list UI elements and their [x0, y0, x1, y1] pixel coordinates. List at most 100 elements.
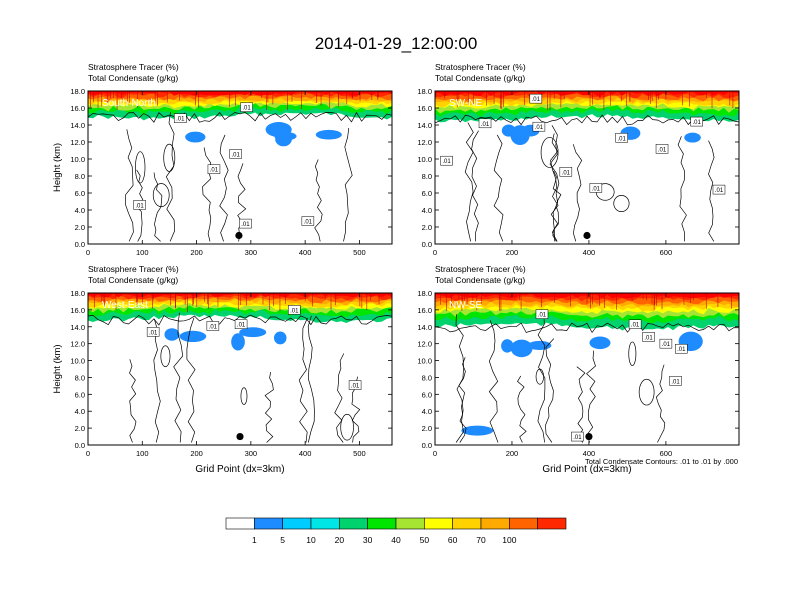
contour-label-box — [288, 305, 301, 315]
colorbar-box — [424, 517, 453, 530]
tracer-patch — [275, 131, 292, 147]
contour-label: .01 — [659, 338, 673, 349]
contour-line — [550, 133, 559, 242]
contour-label-box — [348, 380, 362, 390]
contour-line — [572, 144, 583, 242]
tracer-patch — [179, 330, 207, 343]
contour-label-box — [529, 93, 543, 104]
contour-line — [307, 315, 315, 443]
y-tick-label: 12.0 — [417, 138, 432, 147]
location-marker — [236, 432, 244, 441]
x-tick-label: 400 — [583, 248, 596, 257]
contour-label-box — [229, 149, 242, 159]
colorbar-box — [509, 517, 538, 530]
contour-line — [165, 112, 176, 242]
contour-label-text: .01 — [677, 347, 686, 353]
y-tick-label: 8.0 — [422, 172, 432, 181]
tracer-patch — [527, 340, 552, 351]
contour-loop — [340, 413, 354, 441]
contour-label-box — [133, 200, 146, 210]
y-axis-label: Height (km) — [52, 143, 63, 192]
tracer-patch — [510, 339, 533, 358]
contour-label-box — [571, 431, 584, 442]
contour-line — [435, 322, 739, 334]
contour-label: .01 — [532, 121, 546, 132]
contour-label: .01 — [628, 319, 642, 329]
contour-label: .01 — [478, 118, 492, 129]
contour-label-box — [628, 319, 642, 329]
contour-line — [545, 338, 555, 443]
contour-label: .01 — [174, 113, 187, 123]
y-tick-label: 10.0 — [417, 155, 432, 164]
colorbar-label: 70 — [476, 535, 486, 545]
y-tick-label: 14.0 — [417, 121, 432, 130]
contour-line — [202, 147, 212, 242]
contour-line — [186, 317, 196, 443]
colorbar-label: 1 — [252, 535, 257, 545]
contour-label-box — [478, 118, 492, 129]
contour-label: .01 — [589, 183, 603, 193]
contour-line — [549, 125, 560, 242]
tracer-patch — [461, 425, 494, 436]
x-tick-label: 300 — [245, 248, 258, 257]
contour-label: .01 — [535, 309, 549, 319]
contour-label: .01 — [655, 144, 669, 154]
colorbar: 1 5 10 20 30 40 50 60 70 100 — [225, 517, 567, 545]
contour-label-box — [675, 343, 688, 354]
y-tick-label: 2.0 — [422, 424, 432, 433]
x-tick-label: 0 — [86, 248, 90, 257]
contour-label-text: .01 — [644, 335, 653, 341]
contour-line — [517, 375, 527, 443]
contour-label: .01 — [229, 149, 242, 159]
panels: .01 .01 .01 .01 .01 .01 .01 South-North Stratosp… — [52, 62, 740, 475]
contour-label: .01 — [239, 218, 252, 229]
y-tick-label: 16.0 — [417, 104, 432, 113]
figure-title: 2014-01-29_12:00:00 — [315, 34, 478, 53]
contour-line — [264, 372, 274, 443]
contour-label-text: .01 — [671, 379, 680, 385]
contour-label-text: .01 — [592, 186, 601, 192]
contour-label-text: .01 — [631, 323, 640, 329]
contour-label-text: .01 — [231, 152, 240, 158]
y-tick-label: 0.0 — [75, 240, 85, 249]
contour-label-text: .01 — [481, 122, 490, 128]
contour-line — [493, 134, 504, 242]
y-tick-label: 8.0 — [422, 373, 432, 382]
y-tick-label: 0.0 — [422, 441, 432, 450]
location-marker — [583, 231, 591, 240]
contour-label-text: .01 — [210, 168, 219, 174]
contour-label: .01 — [712, 184, 726, 195]
colorbar-box — [339, 517, 368, 530]
tracer-patch — [239, 327, 267, 338]
colorbar-box — [452, 517, 482, 530]
contour-label-text: .01 — [304, 220, 313, 226]
contour-label-box — [174, 113, 187, 123]
contour-label-box — [206, 321, 220, 331]
plot-area: .01 .01 .01 .01 .01 .01 .01 .01 .01 .01 — [435, 91, 739, 242]
contour-label-box — [146, 327, 160, 337]
contour-label-box — [690, 116, 703, 127]
y-tick-label: 18.0 — [70, 87, 85, 96]
y-tick-label: 16.0 — [417, 306, 432, 315]
contour-label-box — [234, 319, 248, 329]
y-tick-label: 4.0 — [75, 407, 85, 416]
contour-label-text: .01 — [692, 120, 701, 126]
contour-line — [219, 134, 229, 242]
contour-label-text: .01 — [535, 125, 544, 131]
contour-note: Total Condensate Contours: .01 to .01 by… — [585, 457, 738, 466]
contour-label: .01 — [146, 327, 160, 337]
contour-label-text: .01 — [538, 313, 547, 319]
y-tick-label: 16.0 — [70, 104, 85, 113]
y-tick-label: 12.0 — [70, 138, 85, 147]
colorbar-box — [537, 517, 567, 530]
y-tick-label: 2.0 — [75, 223, 85, 232]
x-tick-label: 0 — [433, 248, 437, 257]
location-marker — [235, 231, 243, 240]
contour-label: .01 — [642, 332, 655, 342]
tracer-patch — [589, 336, 611, 350]
y-tick-label: 16.0 — [70, 306, 85, 315]
colorbar-label: 40 — [391, 535, 401, 545]
contour-label: .01 — [348, 380, 362, 390]
contour-label: .01 — [529, 93, 543, 104]
tracer-patch — [273, 331, 287, 345]
